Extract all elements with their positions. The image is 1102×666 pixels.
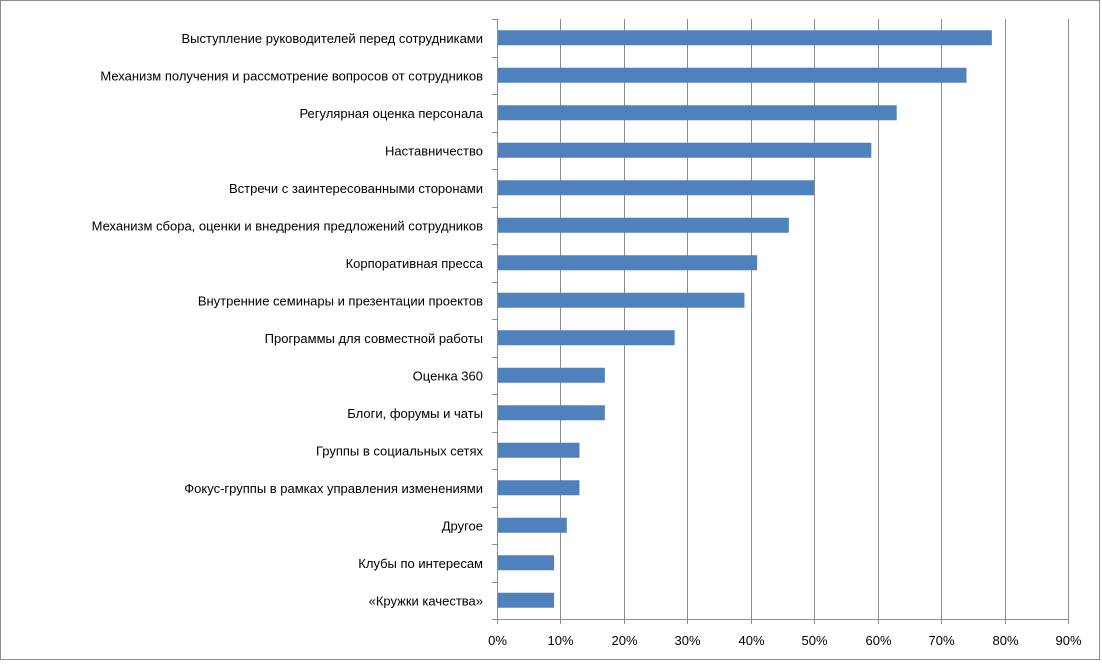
category-label: Механизм сбора, оценки и внедрения предл… xyxy=(92,218,483,233)
category-label: Встречи с заинтересованными сторонами xyxy=(229,181,483,196)
category-label: Механизм получения и рассмотрение вопрос… xyxy=(100,68,483,83)
bar xyxy=(498,367,605,383)
category-label: Корпоративная пресса xyxy=(346,256,484,271)
bar xyxy=(498,442,580,458)
bar xyxy=(498,217,789,233)
category-label: Внутренние семинары и презентации проект… xyxy=(198,293,483,308)
bar xyxy=(498,517,567,533)
x-tick-label: 50% xyxy=(801,633,827,648)
bar xyxy=(498,292,745,308)
category-label: Другое xyxy=(442,518,483,533)
category-label: Группы в социальных сетях xyxy=(316,443,484,458)
axes xyxy=(492,19,1069,624)
category-label: Выступление руководителей перед сотрудни… xyxy=(181,31,483,46)
bar xyxy=(498,180,815,196)
bar xyxy=(498,67,967,83)
x-tick-label: 30% xyxy=(674,633,700,648)
bar xyxy=(498,142,872,158)
bar xyxy=(498,405,605,421)
category-label: Регулярная оценка персонала xyxy=(299,106,483,121)
category-label: Наставничество xyxy=(385,143,483,158)
bar xyxy=(498,330,675,346)
bar xyxy=(498,592,555,608)
x-tick-label: 10% xyxy=(547,633,573,648)
bar xyxy=(498,555,555,571)
bar xyxy=(498,30,992,46)
bar xyxy=(498,480,580,496)
category-labels: Выступление руководителей перед сотрудни… xyxy=(92,31,484,609)
category-label: Блоги, форумы и чаты xyxy=(347,406,483,421)
x-tick-label: 40% xyxy=(738,633,764,648)
x-tick-label: 0% xyxy=(488,633,507,648)
x-tick-label: 20% xyxy=(611,633,637,648)
x-tick-label: 60% xyxy=(865,633,891,648)
x-tick-label: 70% xyxy=(928,633,954,648)
bar xyxy=(498,255,758,271)
x-tick-label: 80% xyxy=(992,633,1018,648)
category-label: Клубы по интересам xyxy=(358,556,483,571)
bars xyxy=(498,30,992,608)
category-label: «Кружки качества» xyxy=(369,593,483,608)
x-tick-labels: 0% 10% 20% 30% 40% 50% 60% 70% 80% 90% xyxy=(488,633,1082,648)
x-tick-label: 90% xyxy=(1055,633,1081,648)
category-label: Программы для совместной работы xyxy=(265,331,483,346)
bar xyxy=(498,105,897,121)
category-label: Оценка 360 xyxy=(413,368,483,383)
category-label: Фокус-группы в рамках управления изменен… xyxy=(184,481,483,496)
